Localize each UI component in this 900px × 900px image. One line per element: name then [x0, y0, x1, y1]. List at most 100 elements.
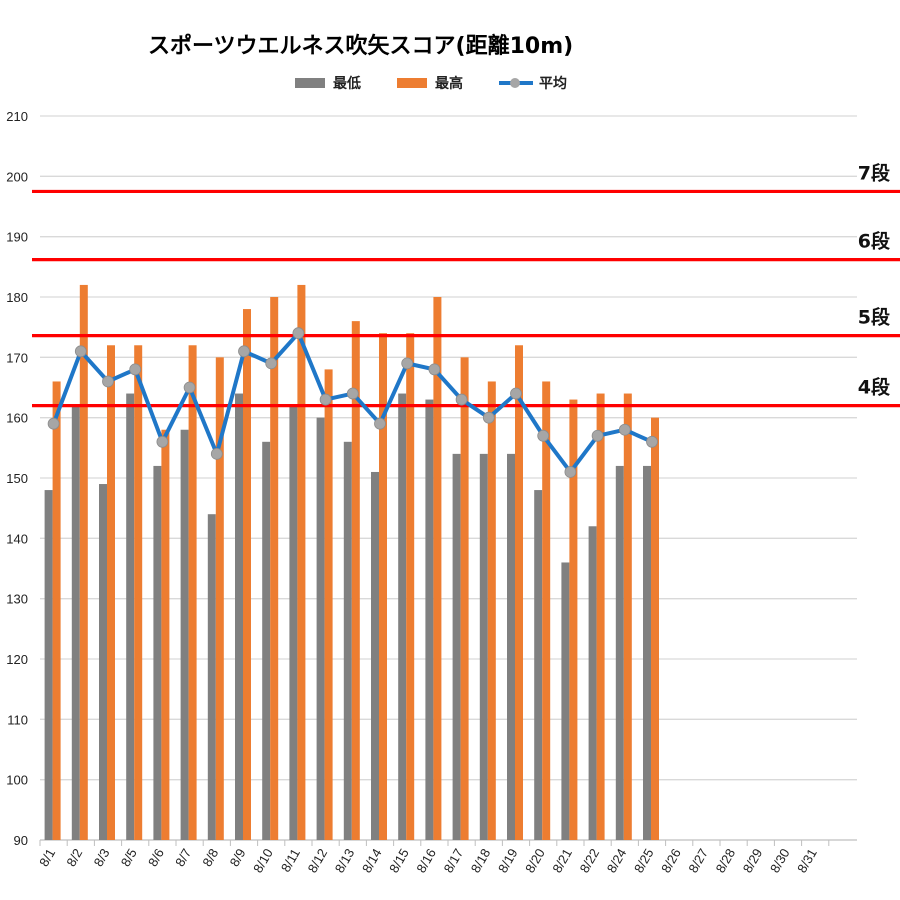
x-tick-label: 8/25 [631, 846, 657, 875]
x-tick-label: 8/24 [604, 846, 630, 875]
bar-max [188, 345, 197, 840]
avg-point [591, 429, 604, 442]
bar-min [207, 514, 216, 840]
bar-max [351, 321, 360, 841]
legend-swatch-min [295, 78, 325, 88]
avg-point [102, 375, 114, 388]
x-tick-label: 8/15 [386, 846, 412, 875]
y-tick-label: 110 [7, 712, 28, 727]
bar-min [534, 490, 543, 840]
bar-min [153, 465, 162, 840]
bar-min [507, 453, 515, 840]
bar-min [398, 393, 407, 840]
bar-max [406, 333, 415, 840]
avg-point [401, 357, 414, 370]
x-tick-label: 8/31 [794, 846, 820, 875]
x-tick-label: 8/27 [685, 846, 711, 875]
x-tick-label: 8/14 [359, 846, 385, 875]
y-tick-label: 200 [6, 169, 28, 184]
bar-max [107, 345, 115, 840]
avg-point [428, 363, 441, 376]
reference-line-label: 5段 [858, 306, 891, 329]
legend-item-min: 最低 [295, 73, 361, 93]
avg-point [482, 411, 495, 424]
x-tick-label: 8/12 [305, 846, 331, 875]
x-tick-label: 8/18 [468, 846, 494, 875]
bar-max [270, 297, 279, 840]
bar-max [215, 357, 224, 840]
reference-line-label: 6段 [858, 230, 891, 253]
x-tick-label: 8/20 [522, 846, 548, 875]
bar-min [99, 484, 107, 840]
x-tick-label: 8/6 [145, 846, 167, 869]
avg-point [74, 345, 87, 358]
bar-min [615, 465, 624, 840]
legend-swatch-max [397, 78, 427, 88]
y-tick-label: 140 [6, 531, 28, 546]
avg-point [537, 429, 550, 442]
avg-point [510, 387, 522, 400]
x-tick-label: 8/11 [278, 846, 303, 875]
x-tick-label: 8/3 [91, 846, 113, 869]
bar-max [433, 297, 442, 840]
bar-min [343, 441, 352, 840]
avg-point [346, 387, 359, 400]
avg-point [156, 435, 169, 448]
bar-max [379, 333, 387, 840]
bar-min [71, 405, 80, 840]
avg-point [210, 447, 223, 460]
avg-point [618, 423, 631, 436]
bar-max [542, 381, 551, 840]
bar-min [262, 441, 271, 840]
x-tick-label: 8/13 [332, 846, 358, 875]
bar-min [371, 471, 379, 840]
y-tick-label: 130 [6, 592, 28, 607]
bar-max [623, 393, 632, 840]
bar-max [651, 417, 659, 840]
x-tick-label: 8/17 [441, 846, 467, 875]
y-tick-label: 190 [6, 230, 28, 245]
bar-min [452, 453, 461, 840]
bar-min [44, 490, 53, 840]
bar-max [297, 284, 306, 840]
y-tick-label: 160 [6, 411, 28, 426]
legend-label-max: 最高 [435, 76, 463, 92]
avg-point [265, 357, 278, 370]
bar-max [515, 345, 523, 840]
legend-label-min: 最低 [333, 76, 361, 92]
bar-max [324, 369, 333, 840]
legend: 最低 最高 平均 [295, 73, 603, 93]
bar-max [134, 345, 143, 840]
bar-max [596, 393, 605, 840]
x-tick-label: 8/26 [658, 846, 684, 875]
avg-point [292, 327, 305, 340]
bar-max [79, 284, 88, 840]
bar-min [316, 417, 325, 840]
y-tick-label: 180 [6, 290, 28, 305]
bar-max [460, 357, 469, 840]
avg-point [238, 345, 250, 358]
x-tick-label: 8/2 [63, 846, 85, 869]
avg-point [374, 417, 386, 430]
reference-line-label: 7段 [858, 161, 891, 184]
x-tick-label: 8/19 [495, 846, 521, 875]
y-tick-label: 90 [14, 833, 28, 848]
bar-min [588, 526, 597, 840]
x-tick-label: 8/9 [227, 846, 249, 869]
avg-point [129, 363, 142, 376]
bar-max [569, 399, 578, 840]
x-tick-label: 8/16 [413, 846, 439, 875]
bar-min [180, 429, 189, 840]
bar-max [487, 381, 496, 840]
x-tick-label: 8/22 [577, 846, 603, 875]
x-tick-label: 8/28 [713, 846, 739, 875]
avg-point [646, 435, 658, 448]
bar-min [561, 562, 570, 840]
bar-max [243, 309, 251, 841]
bar-min [126, 393, 135, 840]
chart-title: スポーツウエルネス吹矢スコア(距離10m) [148, 34, 574, 59]
bar-max [52, 381, 61, 840]
y-tick-label: 210 [6, 109, 28, 124]
bar-min [289, 405, 298, 840]
